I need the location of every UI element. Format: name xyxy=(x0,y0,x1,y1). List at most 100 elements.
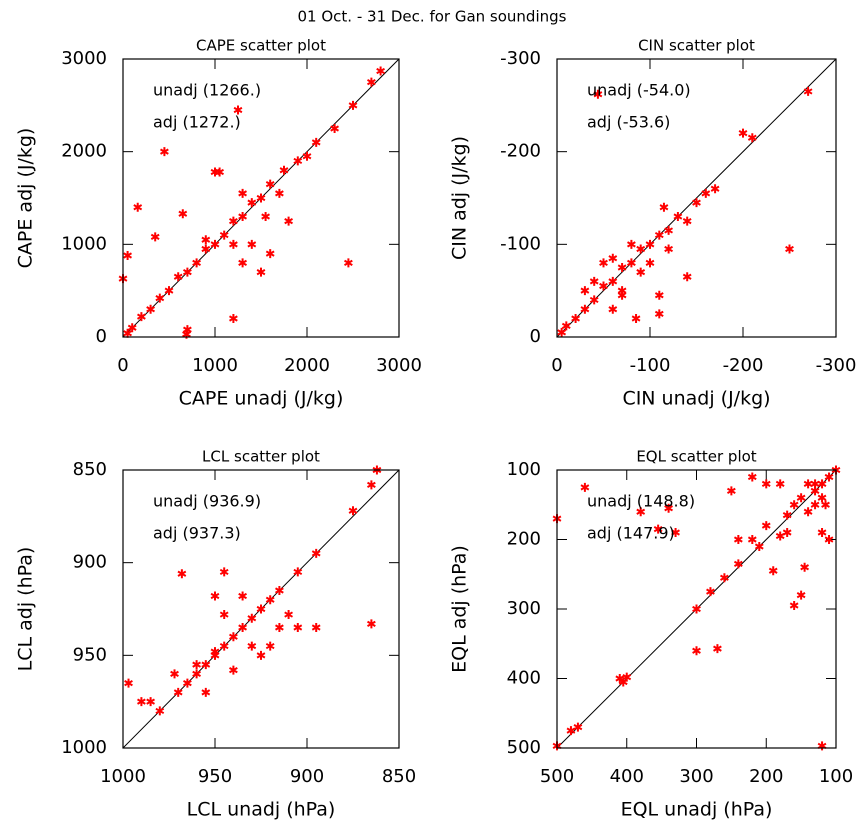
point xyxy=(580,286,590,296)
point xyxy=(664,244,673,254)
annotation: adj (937.3) xyxy=(153,524,241,543)
y-tick-label: 900 xyxy=(73,552,107,573)
point xyxy=(247,613,257,623)
point xyxy=(293,567,303,577)
x-tick-label: 500 xyxy=(540,766,574,787)
point xyxy=(238,591,247,601)
x-tick-label: 1000 xyxy=(100,766,146,787)
point xyxy=(178,209,188,219)
point xyxy=(664,503,673,513)
point xyxy=(210,239,220,249)
point xyxy=(817,479,827,489)
point xyxy=(367,480,376,490)
point xyxy=(177,569,187,579)
point xyxy=(653,524,663,534)
point xyxy=(796,493,806,503)
y-tick-label: 3000 xyxy=(61,48,107,69)
point xyxy=(589,276,599,286)
point xyxy=(170,669,179,679)
point xyxy=(261,212,270,222)
point xyxy=(566,726,576,736)
point xyxy=(701,188,711,198)
point xyxy=(824,472,834,482)
x-axis-label: EQL unadj (hPa) xyxy=(621,799,773,821)
point xyxy=(219,641,229,651)
x-tick-label: -300 xyxy=(816,355,857,376)
point xyxy=(615,674,625,683)
y-tick-label: 400 xyxy=(507,668,541,689)
point xyxy=(238,212,247,222)
point xyxy=(824,535,834,544)
plot-title: LCL scatter plot xyxy=(202,448,320,466)
annotation: unadj (-54.0) xyxy=(587,81,691,100)
point xyxy=(137,697,146,707)
point xyxy=(738,128,748,138)
annotation: adj (147.9) xyxy=(587,524,675,543)
x-tick-label: 2000 xyxy=(284,355,330,376)
plot-frame xyxy=(556,469,837,749)
point xyxy=(821,500,830,510)
point xyxy=(733,535,743,544)
point xyxy=(201,244,211,254)
point xyxy=(238,258,247,268)
y-axis-label: CIN adj (J/kg) xyxy=(449,136,471,260)
annotation: adj (1272.) xyxy=(153,113,241,132)
point xyxy=(233,105,243,115)
point xyxy=(247,198,257,208)
x-axis-label: LCL unadj (hPa) xyxy=(187,799,336,821)
point xyxy=(192,669,201,679)
y-tick-label: -300 xyxy=(500,48,541,69)
point xyxy=(229,665,238,675)
y-tick-label: 1000 xyxy=(61,737,107,758)
point xyxy=(256,650,266,660)
point xyxy=(817,493,827,503)
point xyxy=(247,239,257,249)
point xyxy=(146,304,155,314)
point xyxy=(348,506,358,516)
point xyxy=(747,535,757,544)
point xyxy=(256,604,266,614)
point xyxy=(146,697,155,707)
point xyxy=(803,507,813,517)
point xyxy=(608,253,618,263)
x-tick-label: -100 xyxy=(630,355,671,376)
point xyxy=(782,528,792,538)
point xyxy=(348,100,358,110)
y-tick-label: 300 xyxy=(507,598,541,619)
plot-frame xyxy=(122,58,400,338)
point xyxy=(720,573,729,583)
point xyxy=(557,327,567,337)
plot-title: CAPE scatter plot xyxy=(196,37,326,55)
y-tick-label: 0 xyxy=(530,326,541,347)
point xyxy=(344,258,353,268)
point xyxy=(219,567,229,577)
point xyxy=(636,244,646,254)
x-tick-label: -200 xyxy=(723,355,764,376)
point xyxy=(256,267,266,277)
annotation: unadj (1266.) xyxy=(153,81,261,100)
point xyxy=(636,507,646,517)
point xyxy=(376,66,385,76)
y-tick-label: 500 xyxy=(507,737,541,758)
x-tick-label: 900 xyxy=(290,766,324,787)
point xyxy=(622,672,632,682)
point xyxy=(617,286,627,296)
point xyxy=(761,479,771,489)
x-tick-label: 200 xyxy=(749,766,783,787)
y-tick-label: 100 xyxy=(507,459,541,480)
point xyxy=(256,193,266,203)
point xyxy=(803,479,813,489)
point xyxy=(654,230,664,240)
point xyxy=(367,77,376,87)
x-tick-label: 1000 xyxy=(192,355,238,376)
y-tick-label: 850 xyxy=(73,459,107,480)
point xyxy=(160,147,169,157)
point xyxy=(706,587,715,597)
y-tick-label: -200 xyxy=(500,141,541,162)
point xyxy=(173,687,183,697)
point xyxy=(713,644,722,654)
x-tick-label: 300 xyxy=(679,766,713,787)
point xyxy=(747,133,757,143)
point xyxy=(293,623,303,633)
point xyxy=(124,678,133,688)
